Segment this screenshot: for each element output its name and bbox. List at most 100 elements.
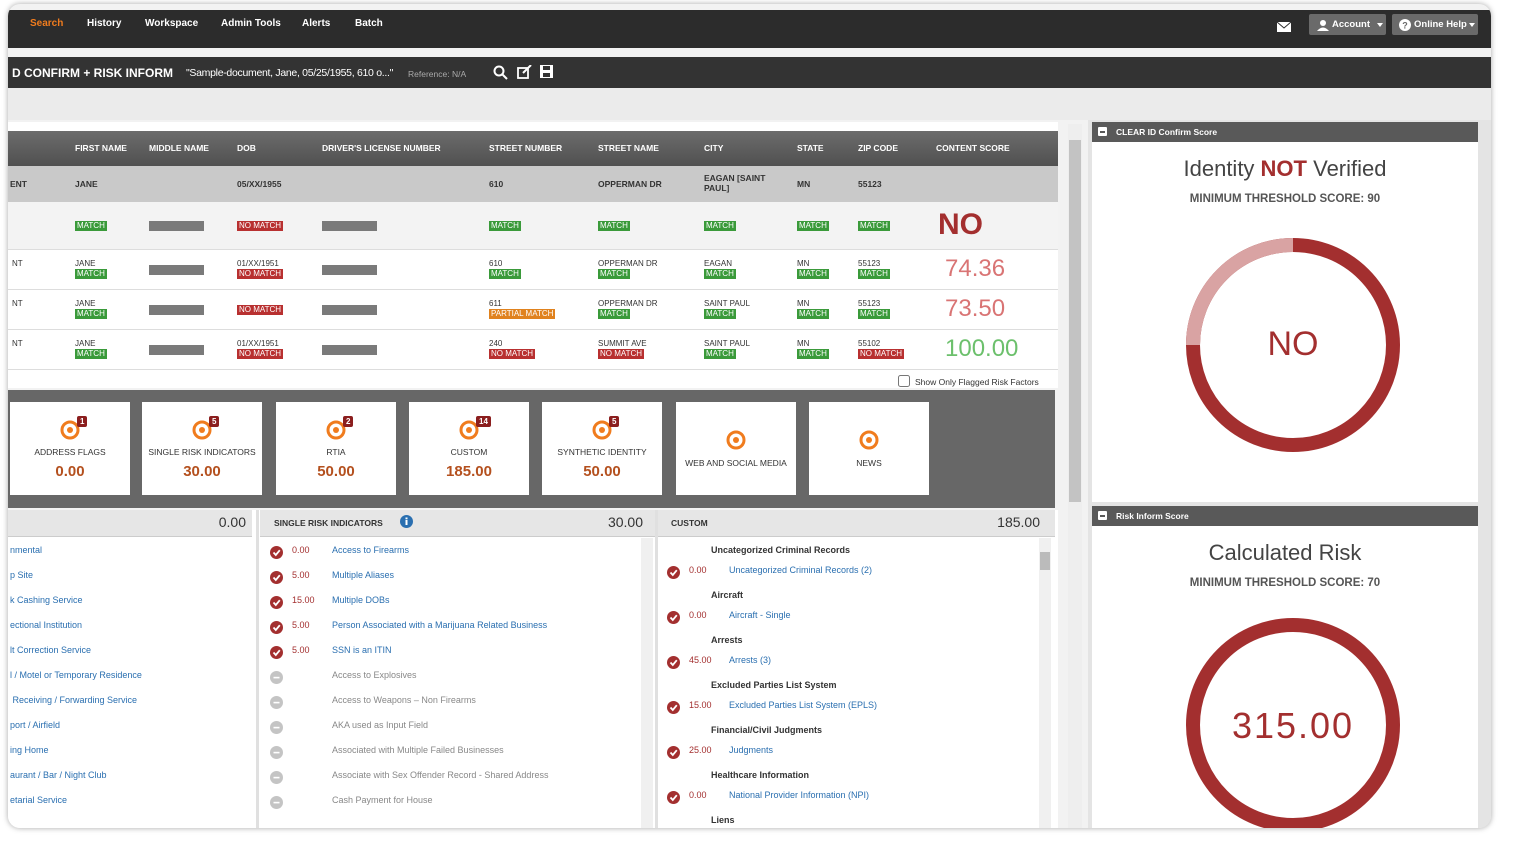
risk-factor-link[interactable]: Judgments	[729, 745, 774, 755]
nav-item[interactable]: Admin Tools	[221, 18, 281, 29]
nav-item[interactable]: History	[87, 18, 122, 29]
card-icon-svg	[726, 430, 746, 450]
risk-card[interactable]: 5 SYNTHETIC IDENTITY 50.00	[542, 402, 662, 495]
group-heading: Healthcare Information	[711, 770, 810, 780]
risk-factor-link[interactable]: k Cashing Service	[10, 595, 83, 605]
risk-factor-link[interactable]: SSN is an ITIN	[332, 645, 392, 655]
cell-value: EAGAN	[704, 259, 733, 268]
score-heading: Calculated Risk	[1092, 540, 1478, 566]
risk-factor-link[interactable]: Arrests (3)	[729, 655, 772, 665]
risk-card[interactable]: 14 CUSTOM 185.00	[409, 402, 529, 495]
factor-score: 0.00	[292, 545, 310, 555]
input-cell: EAGAN [SAINT PAUL]	[704, 173, 766, 193]
card-icon-svg	[326, 420, 346, 440]
factor-score: 15.00	[292, 595, 315, 605]
risk-factor-link[interactable]: Access to Explosives	[332, 670, 417, 680]
risk-factor-link[interactable]: l / Motel or Temporary Residence	[10, 670, 142, 680]
heading-part: NOT	[1260, 156, 1307, 181]
column-header: STREET NAME	[598, 143, 659, 153]
help-button[interactable]: Online Help?	[1392, 14, 1478, 35]
cell-value: JANE	[75, 299, 96, 308]
row-label: NT	[12, 299, 23, 308]
reference: Reference: N/A	[408, 69, 467, 79]
cell-value: JANE	[75, 339, 96, 348]
flag-icon-svg	[667, 611, 680, 624]
panel-header	[8, 510, 252, 537]
risk-factor-link[interactable]: AKA used as Input Field	[332, 720, 429, 730]
risk-factor-link[interactable]: Cash Payment for House	[332, 795, 433, 805]
risk-factor-link[interactable]: p Site	[10, 570, 34, 580]
risk-factor-link[interactable]: Access to Firearms	[332, 545, 410, 555]
redacted-value	[322, 221, 377, 231]
svg-text:?: ?	[1402, 21, 1408, 31]
card-title: RTIA	[326, 447, 346, 457]
threshold: MINIMUM THRESHOLD SCORE: 90	[1189, 193, 1381, 205]
risk-factor-link[interactable]: Access to Weapons – Non Firearms	[332, 695, 476, 705]
collapse-bar	[1100, 131, 1105, 133]
risk-factor-link[interactable]: Multiple DOBs	[332, 595, 390, 605]
risk-factor-link[interactable]: National Provider Information (NPI)	[729, 790, 870, 800]
cell-value: JANE	[75, 259, 96, 268]
row-label: NT	[12, 339, 23, 348]
risk-factor-link[interactable]: Associate with Sex Offender Record - Sha…	[332, 770, 549, 780]
risk-factor-link[interactable]: ing Home	[10, 745, 49, 755]
risk-factor-link[interactable]: lt Correction Service	[10, 645, 92, 655]
count-badge: 5	[609, 416, 620, 427]
account-button[interactable]: Account	[1309, 14, 1386, 35]
risk-factor-link[interactable]: Aircraft - Single	[729, 610, 791, 620]
risk-factor-link[interactable]: Multiple Aliases	[332, 570, 395, 580]
scrollbar-track	[1039, 538, 1051, 828]
risk-factor-link[interactable]: etarial Service	[10, 795, 68, 805]
risk-factor-link[interactable]: ectional Institution	[10, 620, 83, 630]
risk-factor-link[interactable]: Associated with Multiple Failed Business…	[332, 745, 504, 755]
match-badge: MATCH	[598, 269, 630, 279]
risk-card[interactable]: 5 SINGLE RISK INDICATORS 30.00	[142, 402, 262, 495]
nav-item[interactable]: Alerts	[302, 18, 331, 29]
card-icon	[459, 420, 479, 440]
risk-card[interactable]: 2 RTIA 50.00	[276, 402, 396, 495]
flag-icon-svg	[667, 746, 680, 759]
cell-value: MN	[797, 299, 810, 308]
panel-title: SINGLE RISK INDICATORS	[274, 518, 383, 528]
card-title: NEWS	[856, 458, 882, 468]
risk-factor-link[interactable]: Excluded Parties List System (EPLS)	[729, 700, 878, 710]
info-icon-svg	[400, 515, 413, 528]
nav-item[interactable]: Search	[30, 18, 64, 29]
card-icon-svg	[192, 420, 212, 440]
nav-item[interactable]: Batch	[355, 18, 383, 29]
risk-factor-link[interactable]: Receiving / Forwarding Service	[10, 695, 138, 705]
redacted-value	[149, 345, 204, 355]
nav-item[interactable]: Workspace	[145, 18, 199, 29]
match-badge: MATCH	[858, 269, 890, 279]
match-badge: MATCH	[598, 221, 630, 231]
risk-factor-link[interactable]: port / Airfield	[10, 720, 61, 730]
input-row	[8, 166, 1058, 202]
flag-icon-svg	[270, 596, 283, 609]
score-result: NO	[1267, 325, 1319, 363]
match-badge: MATCH	[797, 309, 829, 319]
flag-icon	[667, 746, 680, 759]
risk-factor-link[interactable]: Uncategorized Criminal Records (2)	[729, 565, 873, 575]
cell-value: OPPERMAN DR	[598, 299, 658, 308]
cell-value: MN	[797, 339, 810, 348]
content-score: 73.50	[945, 295, 1006, 322]
risk-card[interactable]: 1 ADDRESS FLAGS 0.00	[10, 402, 130, 495]
flag-icon	[270, 571, 283, 584]
risk-factor-link[interactable]: Person Associated with a Marijuana Relat…	[332, 620, 548, 630]
clear-icon	[270, 696, 283, 709]
risk-card[interactable]: NEWS	[809, 402, 929, 495]
checkbox[interactable]	[898, 374, 910, 387]
match-badge: MATCH	[797, 349, 829, 359]
clear-icon-svg	[270, 696, 283, 709]
score-gauge	[1183, 615, 1403, 828]
content-score: NO	[938, 208, 983, 241]
factor-score: 25.00	[689, 745, 712, 755]
risk-factor-link[interactable]: nmental	[10, 545, 43, 555]
cell-value: OPPERMAN DR	[598, 259, 658, 268]
risk-card[interactable]: WEB AND SOCIAL MEDIA	[676, 402, 796, 495]
count-badge: 5	[209, 416, 220, 427]
match-badge: NO MATCH	[237, 221, 284, 231]
risk-factor-link[interactable]: aurant / Bar / Night Club	[10, 770, 107, 780]
match-badge: NO MATCH	[237, 305, 284, 315]
match-badge: NO MATCH	[237, 269, 284, 279]
